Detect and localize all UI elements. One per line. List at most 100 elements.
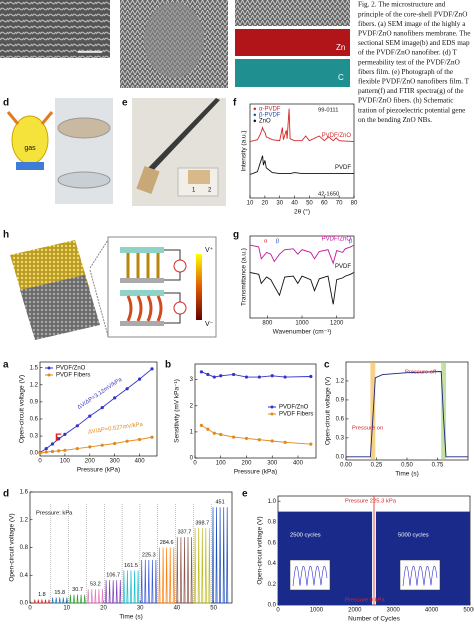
caption-line: fibers film. (e) Photograph of the xyxy=(358,68,453,76)
x-tick-label: 40 xyxy=(291,201,298,207)
caption-line: fibers. (a) SEM image of the highly a xyxy=(358,20,466,28)
y-tick-label: 2 xyxy=(190,403,194,409)
x-tick-label: 30 xyxy=(137,606,144,612)
x-tick-label: 800 xyxy=(262,321,273,327)
wire xyxy=(164,249,181,324)
data-point xyxy=(257,438,261,442)
series-label: PVDF xyxy=(335,165,351,171)
data-point xyxy=(125,439,129,443)
panel-label: c xyxy=(324,360,330,371)
x-tick-label: 0 xyxy=(276,608,280,614)
panel-label: e xyxy=(122,98,128,109)
series-label: PVDF/ZnO xyxy=(322,133,352,139)
inset xyxy=(399,559,441,591)
y-tick-label: 3 xyxy=(190,377,194,383)
eds-c-map xyxy=(235,59,350,87)
data-point xyxy=(212,375,216,379)
electrode xyxy=(120,247,164,253)
data-point xyxy=(44,450,48,454)
data-point xyxy=(57,449,61,453)
data-point xyxy=(63,448,67,452)
data-point xyxy=(232,435,236,439)
x-tick-label: 300 xyxy=(267,461,278,467)
y-tick-label: 1.6 xyxy=(20,490,29,496)
panel-label: d xyxy=(3,489,9,500)
y-tick-label: 0.0 xyxy=(336,454,345,460)
data-point xyxy=(270,439,274,443)
legend-marker xyxy=(47,366,51,370)
x-tick-label: 40 xyxy=(174,606,181,612)
caption-line: principle of the core-shell PVDF/ZnO xyxy=(358,10,467,18)
y-tick-label: 0.3 xyxy=(30,434,39,440)
x-tick-label: 4000 xyxy=(425,608,439,614)
ruler-label: 1 xyxy=(192,188,196,194)
x-tick-label: 0.75 xyxy=(432,463,444,469)
electrode xyxy=(120,278,164,283)
ruler-label: 2 xyxy=(208,188,212,194)
y-axis-label: Transmittance (a.u.) xyxy=(241,248,248,306)
x-tick-label: 10 xyxy=(247,201,254,207)
data-point xyxy=(270,374,274,378)
pressure-label: 398.7 xyxy=(195,521,209,527)
voltage-segment xyxy=(139,559,158,604)
y-axis-label: Open-circuit voltage (V) xyxy=(9,513,16,581)
voltage-segment xyxy=(86,589,105,604)
y-axis-label: Intensity (a.u.) xyxy=(241,130,248,171)
annotation: ΔV/ΔP=3.12mV/kPa xyxy=(77,376,124,411)
caption-line: on the bending ZnO NBs. xyxy=(358,116,432,124)
plot-frame xyxy=(194,363,317,459)
caption-line: Fig. 2. The microstructure and xyxy=(358,1,446,9)
data-point xyxy=(113,396,117,400)
film xyxy=(136,165,160,195)
data-point xyxy=(150,435,154,439)
x-tick-label: 0.00 xyxy=(340,463,352,469)
data-point xyxy=(219,374,223,378)
data-point xyxy=(244,375,249,379)
x-axis-label: Time (s) xyxy=(119,614,143,621)
data-point xyxy=(125,387,129,391)
data-line xyxy=(249,271,355,305)
y-tick-label: 1.2 xyxy=(30,382,39,388)
pressure-label: 451 xyxy=(215,500,224,506)
data-line xyxy=(346,371,468,458)
electrode xyxy=(120,290,164,296)
voltage-segment xyxy=(33,599,51,604)
caption-line: PVDF/ZnO fibers. (h) Schematic xyxy=(358,97,453,105)
data-line xyxy=(201,425,311,445)
x-tick-label: 400 xyxy=(293,461,304,467)
data-point xyxy=(44,446,48,451)
dish xyxy=(57,117,111,139)
data-point xyxy=(199,370,204,374)
data-point xyxy=(199,423,204,427)
y-tick-label: 0.0 xyxy=(30,451,39,457)
y-axis-label: Open-circuit voltage (V) xyxy=(19,375,26,443)
data-point xyxy=(232,372,236,377)
y-tick-label: 0.2 xyxy=(268,582,277,588)
annotation: Pressure 0 kPa xyxy=(345,598,385,604)
data-point xyxy=(50,442,55,446)
x-tick-label: 2000 xyxy=(348,608,362,614)
x-tick-label: 1200 xyxy=(330,321,344,327)
y-tick-label: 0.3 xyxy=(336,435,345,441)
x-tick-label: 10 xyxy=(63,606,70,612)
pressure-label: 161.5 xyxy=(124,563,138,569)
pressure-label: 30.7 xyxy=(72,587,83,593)
meter xyxy=(173,301,187,315)
base xyxy=(16,162,44,170)
data-point xyxy=(137,377,142,381)
y-tick-label: 1 xyxy=(190,429,194,435)
pressure-label: 284.6 xyxy=(160,540,174,546)
panel-label: g xyxy=(233,230,239,241)
y-tick-label: 0.8 xyxy=(268,520,277,526)
y-tick-label: 0.4 xyxy=(268,561,277,567)
x-tick-label: 0.25 xyxy=(371,463,383,469)
data-point xyxy=(75,424,79,428)
x-tick-label: 0 xyxy=(38,459,42,465)
series-label: PVDF/ZnO xyxy=(322,237,352,243)
x-axis-label: Time (s) xyxy=(395,471,419,478)
eds-sem xyxy=(235,0,350,26)
potential-label: V⁺ xyxy=(205,247,214,254)
panel-label: h xyxy=(3,230,9,241)
legend-entry: PVDF Fibers xyxy=(279,412,313,418)
